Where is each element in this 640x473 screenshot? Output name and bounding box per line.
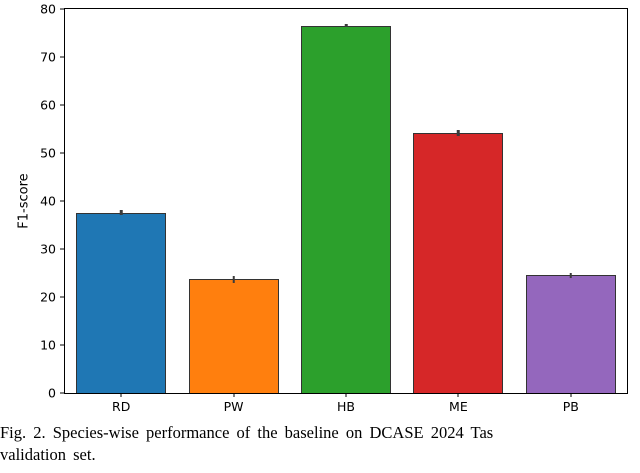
y-tick-label: 70 (40, 48, 56, 64)
x-tick-label-RD: RD (112, 399, 131, 414)
x-tick-mark (457, 393, 459, 397)
y-tick-label: 20 (40, 288, 56, 304)
error-bar-PB (569, 272, 573, 279)
y-tick-label: 60 (40, 96, 56, 112)
x-tick-mark (570, 393, 572, 397)
y-tick-mark (60, 152, 64, 154)
y-tick-mark (60, 248, 64, 250)
bar-PW (188, 279, 279, 393)
error-bar-ME (457, 129, 460, 136)
figure-caption: Fig. 2. Species-wise performance of the … (0, 422, 640, 467)
y-axis-label: F1-score (16, 173, 32, 229)
y-tick-mark (60, 8, 64, 10)
y-tick-mark (60, 56, 64, 58)
caption-line-1: Fig. 2. Species-wise performance of the … (0, 423, 494, 442)
x-tick-label-HB: HB (337, 399, 355, 414)
x-tick-label-PW: PW (223, 399, 244, 414)
bar-RD (76, 212, 167, 393)
y-tick-label: 40 (40, 192, 56, 208)
y-tick-mark (60, 200, 64, 202)
y-tick-label: 10 (40, 336, 56, 352)
y-tick-label: 0 (48, 384, 56, 400)
error-bar-HB (344, 24, 348, 28)
bar-PB (525, 275, 616, 393)
caption-line-2: validation set. (0, 445, 96, 465)
x-tick-mark (345, 393, 347, 397)
x-tick-label-ME: ME (449, 399, 468, 414)
bar-HB (301, 25, 391, 393)
x-tick-mark (120, 393, 122, 397)
error-bar-PW (232, 275, 235, 283)
y-tick-label: 30 (40, 240, 56, 256)
y-tick-mark (60, 296, 64, 298)
bar-ME (413, 132, 504, 393)
y-tick-label: 50 (40, 144, 56, 160)
y-tick-label: 80 (40, 0, 56, 16)
error-bar-RD (119, 210, 123, 215)
x-tick-mark (233, 393, 235, 397)
y-tick-mark (60, 344, 64, 346)
x-tick-label-PB: PB (562, 399, 579, 414)
plot-area: 0 10 20 30 40 50 60 70 80 RD PW HB ME PB (40, 2, 628, 413)
y-tick-mark (60, 104, 64, 106)
y-tick-mark (60, 392, 64, 394)
